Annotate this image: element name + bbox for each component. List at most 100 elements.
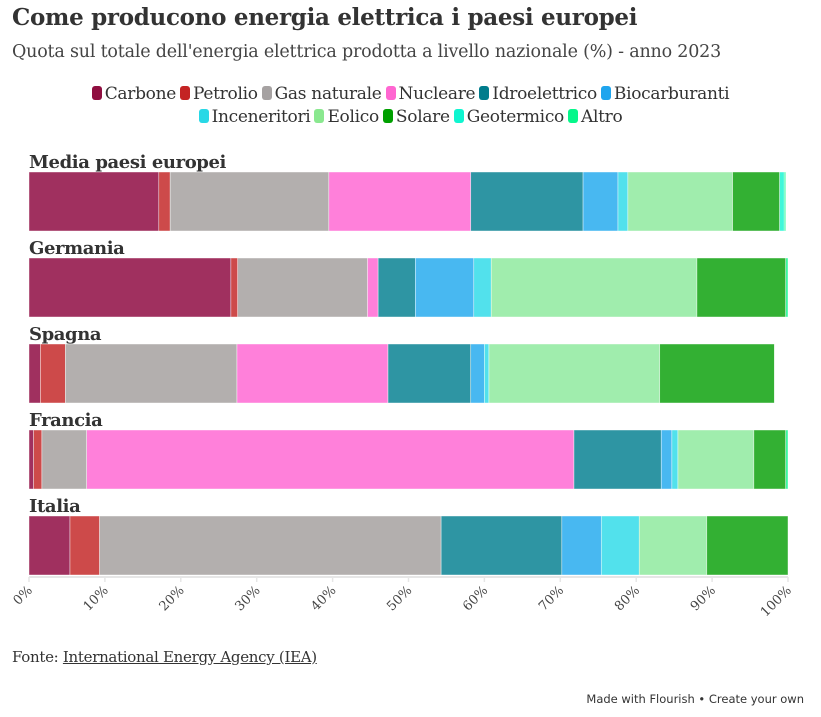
bar-segment[interactable]: Petrolio: 0.9% — [230, 257, 239, 318]
bar-segment[interactable]: Eolico: 8.9% — [638, 515, 708, 576]
bar-segment[interactable]: Biocarburanti: 1.8% — [470, 343, 485, 404]
x-tick-label: 80% — [612, 583, 643, 614]
legend-swatch — [91, 86, 102, 100]
legend-label: Biocarburanti — [613, 84, 730, 104]
legend-item[interactable]: Biocarburanti — [600, 83, 730, 106]
legend-swatch — [180, 86, 191, 100]
legend-label: Idroelettrico — [492, 84, 597, 104]
bar-segment[interactable]: Gas naturale: 45% — [99, 515, 442, 576]
legend-label: Solare — [395, 107, 450, 127]
stacked-bar-chart: Media paesi europeiCarbone: 17.1%Petroli… — [11, 152, 795, 620]
legend-item[interactable]: Solare — [382, 106, 450, 129]
bar-segment[interactable]: Altro: 0.3% — [785, 429, 789, 490]
legend-row: Carbone Petrolio Gas naturale Nucleare Idroe… — [0, 83, 821, 106]
bar-segment[interactable]: Altro: 0.2% — [783, 171, 787, 232]
bar-segment[interactable]: Solare: 11.7% — [696, 257, 787, 318]
x-tick-label: 10% — [81, 583, 112, 614]
category-label: Francia — [29, 410, 103, 431]
bar-segment[interactable]: Inceneritori: 0.8% — [671, 429, 679, 490]
category-label: Germania — [29, 238, 125, 259]
bar-segment[interactable]: Eolico: 10% — [677, 429, 755, 490]
x-tick-label: 90% — [688, 583, 719, 614]
bar-segment[interactable]: Geotermico: 0.6% — [779, 171, 785, 232]
x-tick-label: 60% — [460, 583, 491, 614]
bar-segment[interactable]: Biocarburanti: 1.4% — [660, 429, 673, 490]
bar-segment[interactable]: Idroelettrico: 14.8% — [470, 171, 584, 232]
bar-segment[interactable]: Carbone: 26.6% — [28, 257, 232, 318]
bar-segment[interactable]: Petrolio: 3.9% — [69, 515, 100, 576]
bar-segment[interactable]: Inceneritori: 0.6% — [484, 343, 490, 404]
bar-segment[interactable]: Nucleare: 1.4% — [367, 257, 379, 318]
category-label: Media paesi europei — [29, 152, 227, 173]
bar-segment[interactable]: Gas naturale: 20.9% — [169, 171, 330, 232]
bar-segment[interactable]: Idroelettrico: 4.9% — [377, 257, 416, 318]
bar-segment[interactable]: Solare: 6.2% — [732, 171, 780, 232]
legend-swatch — [314, 109, 325, 123]
bar-segment[interactable]: Gas naturale: 22.6% — [65, 343, 238, 404]
bar-segment[interactable]: Solare: 4.2% — [753, 429, 787, 490]
bar-segment[interactable]: Gas naturale: 5.9% — [41, 429, 87, 490]
legend-label: Altro — [580, 107, 623, 127]
chart-subtitle: Quota sul totale dell'energia elettrica … — [12, 42, 722, 62]
bar-segment[interactable]: Inceneritori: 2.3% — [473, 257, 492, 318]
category-label: Italia — [29, 496, 81, 517]
x-tick-label: 70% — [536, 583, 567, 614]
legend-label: Gas naturale — [274, 84, 382, 104]
legend-item[interactable]: Petrolio — [180, 83, 258, 106]
bar-segment[interactable]: Eolico: 27.1% — [490, 257, 698, 318]
bar-segment[interactable]: Nucleare: 18.7% — [328, 171, 472, 232]
bar-segment[interactable]: Petrolio: 1.1% — [33, 429, 43, 490]
legend-label: Eolico — [327, 107, 379, 127]
legend-label: Geotermico — [466, 107, 565, 127]
bar-segment[interactable]: Idroelettrico: 10.9% — [387, 343, 472, 404]
legend-item[interactable]: Carbone — [91, 83, 177, 106]
bar-segment[interactable]: Eolico: 22.5% — [488, 343, 661, 404]
bar-segment[interactable]: Idroelettrico: 15.9% — [440, 515, 563, 576]
bar-segment[interactable]: Carbone: 0.6% — [28, 429, 34, 490]
legend-item[interactable]: Geotermico — [453, 106, 565, 129]
bar-segment[interactable]: Altro: 0.3% — [785, 257, 789, 318]
legend-label: Inceneritori — [211, 107, 311, 127]
legend-swatch — [261, 86, 272, 100]
x-tick-label: 30% — [232, 583, 263, 614]
bar-segment[interactable]: Carbone: 5.4% — [28, 515, 71, 576]
legend-label: Petrolio — [193, 84, 258, 104]
bar-segment[interactable]: Petrolio: 1.5% — [158, 171, 171, 232]
x-tick-label: 0% — [11, 583, 36, 608]
x-tick-label: 40% — [308, 583, 339, 614]
bar-segment[interactable]: Gas naturale: 17.1% — [237, 257, 368, 318]
legend-item[interactable]: Altro — [567, 106, 623, 129]
bar-segment[interactable]: Idroelettrico: 11.5% — [573, 429, 662, 490]
bar-segment[interactable]: Nucleare: 64.2% — [86, 429, 575, 490]
flourish-credit[interactable]: Made with Flourish • Create your own — [586, 692, 804, 706]
x-tick-label: 100% — [758, 583, 795, 620]
bar-segment[interactable]: Biocarburanti: 5.2% — [561, 515, 602, 576]
bar-segment[interactable]: Biocarburanti: 4.6% — [582, 171, 619, 232]
bar-segment[interactable]: Solare: 15.1% — [659, 343, 775, 404]
bar-segment[interactable]: Biocarburanti: 7.7% — [415, 257, 475, 318]
legend-label: Carbone — [104, 84, 177, 104]
bar-segment[interactable]: Solare: 10.7% — [706, 515, 789, 576]
source-link[interactable]: International Energy Agency (IEA) — [62, 648, 317, 666]
source-note: Fonte: International Energy Agency (IEA) — [12, 648, 317, 666]
bar-segment[interactable]: Petrolio: 3.3% — [40, 343, 66, 404]
legend-row: Inceneritori Eolico Solare Geotermico Altro — [0, 106, 821, 129]
bar-segment[interactable]: Inceneritori: 5% — [600, 515, 640, 576]
legend: Carbone Petrolio Gas naturale Nucleare Idroe… — [0, 83, 821, 129]
legend-item[interactable]: Gas naturale — [261, 83, 382, 106]
bar-segment[interactable]: Carbone: 1.5% — [28, 343, 41, 404]
bar-segment[interactable]: Nucleare: 19.9% — [236, 343, 389, 404]
legend-item[interactable]: Nucleare — [385, 83, 476, 106]
legend-swatch — [198, 109, 209, 123]
legend-item[interactable]: Idroelettrico — [479, 83, 597, 106]
legend-item[interactable]: Inceneritori — [198, 106, 311, 129]
x-tick-label: 50% — [384, 583, 415, 614]
legend-item[interactable]: Eolico — [314, 106, 379, 129]
bar-segment[interactable]: Inceneritori: 1.3% — [617, 171, 629, 232]
legend-swatch — [567, 109, 578, 123]
category-label: Spagna — [29, 324, 102, 345]
bar-segment[interactable]: Carbone: 17.1% — [28, 171, 160, 232]
bar-segment[interactable]: Eolico: 13.8% — [627, 171, 733, 232]
chart-title: Come producono energia elettrica i paesi… — [12, 4, 638, 31]
legend-swatch — [479, 86, 490, 100]
